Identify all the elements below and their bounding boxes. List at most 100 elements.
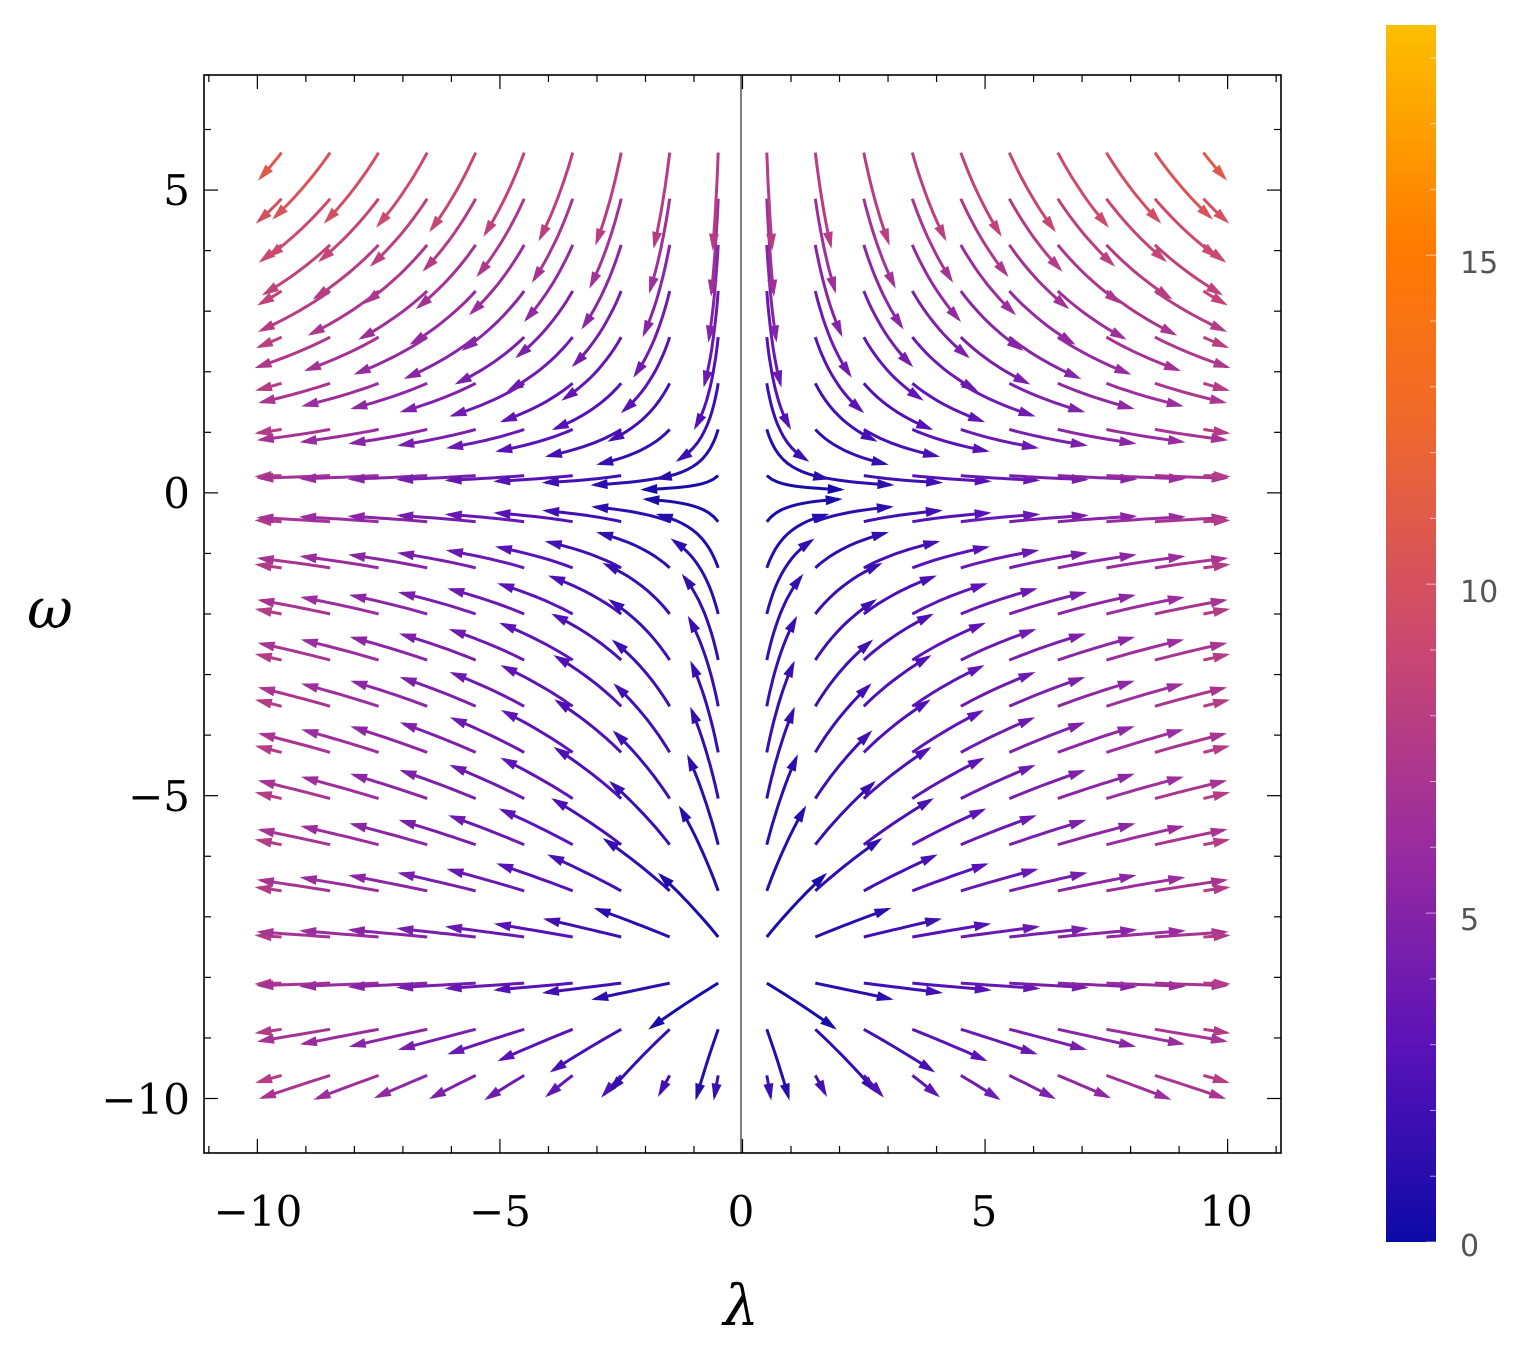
stream-arrowhead bbox=[541, 476, 559, 487]
stream-arrowhead bbox=[397, 1040, 416, 1051]
stream-line bbox=[814, 563, 880, 615]
stream-arrowhead bbox=[1197, 204, 1213, 220]
stream-line bbox=[503, 665, 574, 708]
stream-arrowhead bbox=[1020, 1044, 1038, 1055]
x-axis-label: λ bbox=[721, 1274, 759, 1339]
stream-arrowhead bbox=[1210, 292, 1228, 306]
stream-arrowhead bbox=[1017, 672, 1036, 683]
stream-arrowhead bbox=[1210, 1033, 1228, 1044]
stream-arrowhead bbox=[257, 686, 276, 697]
stream-line bbox=[550, 854, 622, 893]
stream-arrowhead bbox=[608, 1076, 624, 1093]
stream-arrowhead bbox=[468, 299, 485, 316]
stream-arrowhead bbox=[792, 448, 810, 462]
stream-arrowhead bbox=[914, 746, 932, 761]
stream-arrowhead bbox=[687, 615, 701, 634]
stream-line bbox=[690, 663, 720, 753]
stream-line bbox=[659, 513, 720, 569]
stream-arrowhead bbox=[1209, 248, 1227, 263]
colorbar-tick-label: 10 bbox=[1460, 575, 1498, 610]
stream-arrowhead bbox=[879, 227, 890, 246]
stream-arrowhead bbox=[499, 622, 517, 634]
stream-line bbox=[554, 614, 623, 662]
stream-arrowhead bbox=[415, 294, 432, 310]
stream-line bbox=[862, 798, 932, 846]
stream-arrowhead bbox=[633, 360, 647, 378]
stream-arrowhead bbox=[256, 877, 275, 887]
stream-arrowhead bbox=[449, 672, 468, 683]
stream-line bbox=[687, 757, 720, 846]
stream-arrowhead bbox=[299, 1036, 318, 1047]
stream-arrowhead bbox=[946, 306, 962, 323]
stream-arrowhead bbox=[1167, 435, 1186, 445]
stream-line bbox=[910, 198, 953, 281]
stream-line bbox=[765, 152, 774, 247]
stream-arrowhead bbox=[1209, 779, 1228, 790]
stream-line bbox=[1105, 197, 1165, 261]
stream-arrowhead bbox=[961, 378, 979, 392]
stream-line bbox=[532, 198, 575, 281]
stream-arrowhead bbox=[652, 231, 662, 249]
stream-arrowhead bbox=[1210, 827, 1228, 838]
stream-arrowhead bbox=[593, 907, 612, 919]
stream-arrowhead bbox=[702, 369, 713, 388]
stream-line bbox=[765, 874, 826, 938]
stream-line bbox=[813, 244, 843, 335]
stream-arrowhead bbox=[1212, 381, 1230, 392]
stream-arrowhead bbox=[299, 473, 317, 484]
stream-arrowhead bbox=[924, 917, 943, 928]
stream-line bbox=[862, 747, 930, 800]
stream-arrowhead bbox=[369, 251, 386, 267]
stream-arrowhead bbox=[303, 360, 322, 372]
stream-arrowhead bbox=[347, 473, 365, 484]
stream-line bbox=[509, 336, 574, 391]
stream-line bbox=[269, 197, 332, 257]
stream-arrowhead bbox=[925, 507, 943, 517]
stream-line bbox=[406, 335, 477, 379]
stream-arrowhead bbox=[1117, 773, 1135, 784]
stream-arrowhead bbox=[254, 607, 273, 617]
stream-arrowhead bbox=[1116, 726, 1135, 737]
stream-arrowhead bbox=[877, 479, 895, 490]
stream-arrowhead bbox=[1019, 815, 1037, 826]
stream-arrowhead bbox=[1119, 552, 1137, 562]
stream-arrowhead bbox=[1071, 925, 1089, 936]
stream-line bbox=[611, 782, 671, 846]
stream-arrowhead bbox=[913, 699, 931, 713]
stream-line bbox=[711, 152, 720, 247]
stream-arrowhead bbox=[396, 511, 414, 522]
stream-arrowhead bbox=[272, 204, 288, 220]
stream-arrowhead bbox=[827, 484, 845, 494]
stream-arrowhead bbox=[783, 660, 795, 679]
stream-arrowhead bbox=[1017, 717, 1036, 729]
stream-arrowhead bbox=[254, 426, 273, 436]
stream-arrowhead bbox=[493, 509, 511, 520]
stream-line bbox=[484, 152, 526, 235]
stream-arrowhead bbox=[1068, 633, 1086, 644]
stream-arrowhead bbox=[1168, 553, 1186, 564]
stream-arrowhead bbox=[1168, 980, 1186, 991]
stream-arrowhead bbox=[1213, 471, 1231, 481]
stream-arrowhead bbox=[256, 472, 274, 483]
stream-arrowhead bbox=[1118, 593, 1136, 604]
stream-arrowhead bbox=[300, 638, 319, 649]
stream-arrowhead bbox=[1212, 698, 1231, 709]
stream-arrowhead bbox=[855, 683, 872, 699]
stream-arrowhead bbox=[865, 838, 883, 852]
stream-line bbox=[765, 198, 776, 293]
stream-arrowhead bbox=[445, 923, 463, 934]
stream-line bbox=[539, 152, 575, 239]
stream-arrowhead bbox=[612, 730, 629, 746]
stream-arrowhead bbox=[642, 495, 660, 506]
stream-arrowhead bbox=[973, 921, 992, 932]
stream-line bbox=[595, 152, 623, 243]
stream-arrowhead bbox=[1212, 791, 1231, 801]
stream-arrowhead bbox=[974, 509, 992, 520]
stream-arrowhead bbox=[657, 872, 674, 889]
stream-arrowhead bbox=[966, 710, 985, 723]
stream-arrowhead bbox=[449, 717, 468, 729]
stream-arrowhead bbox=[1167, 875, 1186, 885]
stream-arrowhead bbox=[1166, 729, 1184, 739]
stream-arrowhead bbox=[1117, 822, 1136, 833]
stream-arrowhead bbox=[301, 397, 319, 408]
